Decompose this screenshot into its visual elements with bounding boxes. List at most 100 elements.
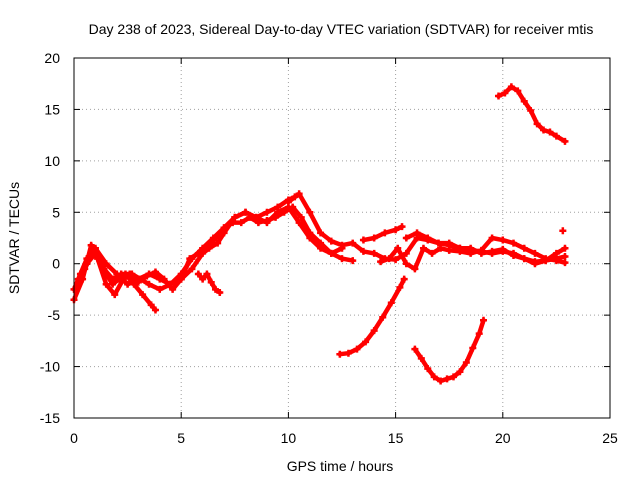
data-point	[186, 255, 194, 263]
data-point	[359, 247, 367, 255]
x-tick-label: 15	[388, 430, 404, 446]
data-point	[212, 285, 220, 293]
data-point	[188, 265, 196, 273]
data-point	[387, 299, 395, 307]
plot-frame	[73, 57, 611, 419]
data-point	[499, 236, 507, 244]
data-point	[220, 229, 228, 237]
data-point	[428, 249, 436, 257]
x-tick-label: 5	[177, 430, 185, 446]
data-point	[124, 280, 132, 288]
data-point	[295, 219, 303, 227]
data-point	[531, 249, 539, 257]
data-point	[561, 137, 569, 145]
data-point	[284, 198, 292, 206]
series-track-m	[559, 227, 567, 235]
data-point	[469, 344, 477, 352]
data-point	[205, 244, 213, 252]
data-point	[443, 375, 451, 383]
data-point	[306, 208, 314, 216]
data-point	[424, 234, 432, 242]
data-point	[203, 270, 211, 278]
data-point	[237, 219, 245, 227]
data-point	[102, 260, 110, 268]
data-point	[510, 239, 518, 247]
data-point	[156, 275, 164, 283]
y-tick-label: 5	[52, 204, 60, 220]
x-axis-label: GPS time / hours	[287, 458, 394, 474]
data-point	[87, 241, 95, 249]
data-point	[540, 126, 548, 134]
series-line	[496, 84, 568, 144]
series-track-e	[194, 270, 224, 297]
data-point	[411, 345, 419, 353]
data-point	[151, 268, 159, 276]
data-point	[349, 257, 357, 265]
data-point	[514, 87, 522, 95]
data-point	[552, 249, 560, 257]
y-tick-label: 0	[52, 256, 60, 272]
data-point	[199, 275, 207, 283]
data-point	[520, 255, 528, 263]
data-point	[109, 275, 117, 283]
data-point	[411, 265, 419, 273]
data-point	[151, 306, 159, 314]
data-point	[527, 106, 535, 114]
data-point	[477, 249, 485, 257]
data-point	[379, 313, 387, 321]
data-series-group	[70, 83, 569, 385]
data-point	[100, 265, 108, 273]
data-point	[392, 226, 400, 234]
series-track-l	[495, 83, 569, 145]
data-point	[467, 244, 475, 252]
data-point	[377, 258, 385, 266]
data-point	[263, 219, 271, 227]
data-point	[212, 234, 220, 242]
data-point	[392, 256, 400, 264]
data-point	[520, 97, 528, 105]
data-point	[317, 244, 325, 252]
data-point	[419, 244, 427, 252]
data-point	[456, 368, 464, 376]
chart-title: Day 238 of 2023, Sidereal Day-to-day VTE…	[89, 21, 594, 37]
data-point	[231, 213, 239, 221]
data-point	[216, 289, 224, 297]
data-point	[480, 316, 488, 324]
data-point	[413, 229, 421, 237]
data-point	[370, 249, 378, 257]
data-point	[488, 234, 496, 242]
data-point	[437, 377, 445, 385]
data-point	[402, 260, 410, 268]
data-point	[437, 244, 445, 252]
data-point	[402, 249, 410, 257]
data-point	[306, 234, 314, 242]
data-point	[552, 257, 560, 265]
y-tick-label: -15	[40, 410, 60, 426]
data-point	[370, 327, 378, 335]
data-point	[344, 349, 352, 357]
data-point	[145, 280, 153, 288]
data-point	[398, 223, 406, 231]
data-point	[207, 278, 215, 286]
data-point	[546, 128, 554, 136]
data-point	[263, 208, 271, 216]
data-point	[424, 365, 432, 373]
x-tick-label: 10	[281, 430, 297, 446]
data-point	[338, 255, 346, 263]
data-point	[370, 234, 378, 242]
y-tick-label: -5	[48, 307, 61, 323]
data-point	[147, 301, 155, 309]
data-point	[561, 253, 569, 261]
gridlines	[74, 58, 610, 418]
data-point	[488, 247, 496, 255]
data-point	[91, 244, 99, 252]
data-point	[113, 270, 121, 278]
y-tick-label: -10	[40, 359, 60, 375]
data-point	[297, 213, 305, 221]
data-point	[177, 275, 185, 283]
data-point	[111, 291, 119, 299]
data-point	[214, 239, 222, 247]
data-point	[396, 283, 404, 291]
data-point	[336, 350, 344, 358]
data-point	[499, 245, 507, 253]
